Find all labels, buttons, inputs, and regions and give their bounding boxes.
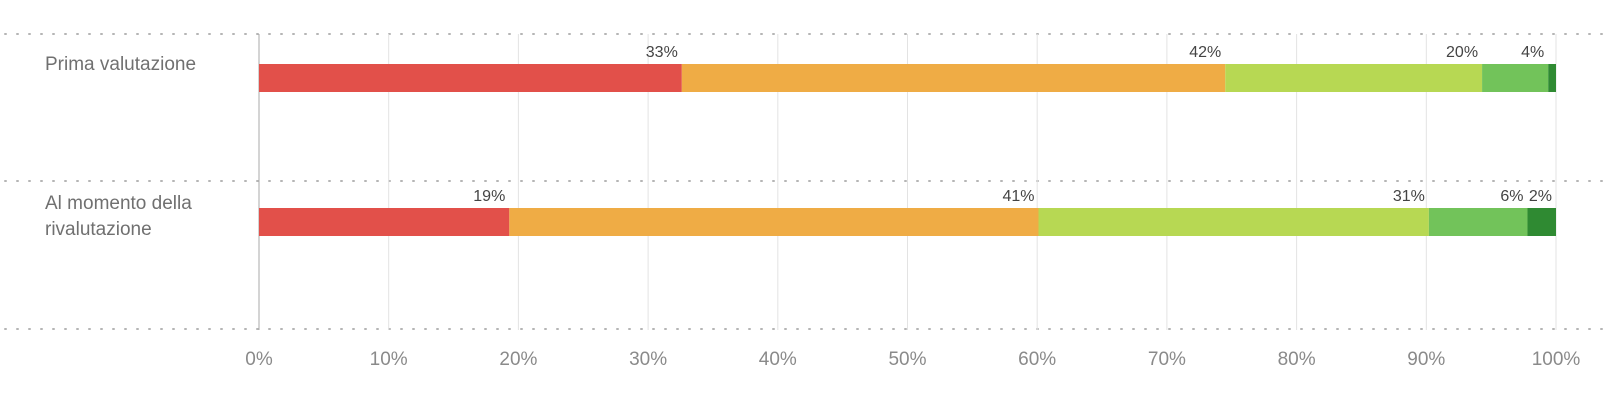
bar-row0-seg1 — [681, 64, 1226, 92]
bar-row1-seg2 — [1038, 208, 1429, 236]
tick-label-6: 60% — [1018, 349, 1056, 370]
value-label-row1-seg0: 19% — [473, 188, 505, 205]
bar-row1-seg0 — [259, 208, 510, 236]
tick-label-3: 30% — [629, 349, 667, 370]
tick-label-5: 50% — [888, 349, 926, 370]
category-label-1: Al momento della rivalutazione — [45, 193, 192, 240]
category-label-0: Prima valutazione — [45, 54, 196, 75]
value-label-row0-seg2: 20% — [1446, 44, 1478, 61]
tick-label-8: 80% — [1278, 349, 1316, 370]
bars — [259, 64, 1556, 236]
tick-label-10: 100% — [1532, 349, 1581, 370]
value-label-row0-seg3: 4% — [1521, 44, 1544, 61]
bar-row1-seg4 — [1527, 208, 1556, 236]
bar-row1-seg3 — [1428, 208, 1528, 236]
value-label-row1-seg4: 2% — [1529, 188, 1552, 205]
bar-row0-seg2 — [1225, 64, 1483, 92]
tick-label-7: 70% — [1148, 349, 1186, 370]
row-separators — [4, 33, 1613, 330]
tick-label-9: 90% — [1407, 349, 1445, 370]
bar-row1-seg1 — [509, 208, 1039, 236]
tick-label-2: 20% — [499, 349, 537, 370]
value-label-row1-seg2: 31% — [1393, 188, 1425, 205]
tick-label-1: 10% — [370, 349, 408, 370]
bar-row0-seg3 — [1482, 64, 1549, 92]
tick-label-0: 0% — [245, 349, 273, 370]
value-label-row1-seg3: 6% — [1500, 188, 1523, 205]
category-labels: Prima valutazione Al momento della rivalut… — [45, 54, 196, 240]
tick-label-4: 40% — [759, 349, 797, 370]
bar-row0-seg0 — [259, 64, 682, 92]
value-label-row1-seg1: 41% — [1002, 188, 1034, 205]
bar-row0-seg4 — [1548, 64, 1556, 92]
x-axis-tick-labels: 0% 10% 20% 30% 40% 50% 60% 70% 80% 90% 100% — [245, 349, 1580, 370]
value-label-row0-seg0: 33% — [646, 44, 678, 61]
value-labels: 33% 42% 20% 4% 19% 41% 31% 6% 2% — [473, 44, 1552, 205]
value-label-row0-seg1: 42% — [1189, 44, 1221, 61]
